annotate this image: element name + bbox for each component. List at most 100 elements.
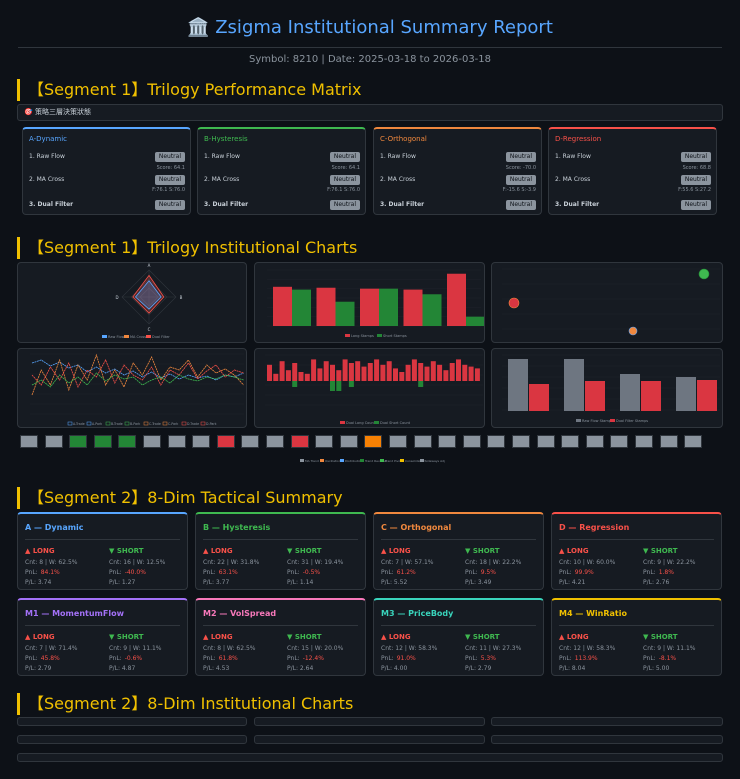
- short-bar: [466, 316, 484, 326]
- divider: [25, 625, 180, 626]
- short-pnl: PnL: 5.3%: [465, 655, 496, 662]
- divider: [381, 625, 536, 626]
- chart-placeholder: [491, 735, 723, 744]
- legend-swatch: [576, 419, 581, 422]
- section-institutional-charts: 【Segment 1】Trilogy Institutional Charts: [17, 237, 357, 259]
- long-pnl: PnL: 61.2%: [381, 569, 416, 576]
- long-pnl-value: 45.8%: [40, 655, 60, 662]
- short-pnl-value: -12.4%: [302, 655, 324, 662]
- long-label: ▲ LONG: [203, 633, 233, 641]
- long-bar: [380, 364, 386, 381]
- short-pnl-value: -0.5%: [302, 569, 321, 576]
- legend-swatch: [340, 459, 344, 462]
- chart-placeholder: [254, 735, 485, 744]
- dim-card-title: M4 — WinRatio: [559, 609, 627, 618]
- section-tactical-summary: 【Segment 2】8-Dim Tactical Summary: [17, 487, 343, 509]
- chart-placeholder: [17, 753, 723, 762]
- filter-stamps-chart: Raw Flow Stamps Dual Filter Stamps: [502, 354, 720, 423]
- raw-flow-bar: [620, 374, 640, 411]
- short-pf: P/L: 4.87: [109, 665, 136, 672]
- short-pnl-value: 5.3%: [480, 655, 496, 662]
- detail-text: F:55.6 S:27.2: [678, 187, 711, 193]
- trilogy-card: D-Regression 1. Raw Flow Neutral Score: 68.…: [548, 127, 717, 215]
- score-text: Score: 68.8: [682, 165, 711, 171]
- short-pnl: PnL: -40.0%: [109, 569, 146, 576]
- dual-filter-label: 3. Dual Filter: [29, 201, 74, 208]
- divider: [559, 625, 714, 626]
- short-pnl-value: -0.6%: [124, 655, 143, 662]
- short-count: Cnt: 9 | W: 11.1%: [109, 645, 162, 652]
- short-bar: [418, 381, 424, 387]
- heat-cell: [364, 435, 383, 448]
- legend-label: Short Stamps: [383, 334, 407, 338]
- legend-label: Dual Long Count: [346, 421, 376, 425]
- chart-placeholder: [254, 717, 485, 726]
- legend-label: Raw Flow: [108, 335, 125, 339]
- legend-swatch: [374, 421, 379, 424]
- heat-cell: [192, 435, 211, 448]
- detail-text: F:76.1 S:76.0: [152, 187, 185, 193]
- long-pnl-value: 113.9%: [574, 655, 598, 662]
- dual-filter-label: 3. Dual Filter: [555, 201, 600, 208]
- long-pnl: PnL: 45.8%: [25, 655, 60, 662]
- long-pnl-value: 61.8%: [218, 655, 238, 662]
- legend-swatch: [377, 334, 382, 337]
- legend-label: Dual Short Count: [380, 421, 411, 425]
- ma-cross-label: 2. MA Cross: [380, 176, 416, 183]
- long-label: ▲ LONG: [25, 633, 55, 641]
- dual-filter-label: 3. Dual Filter: [204, 201, 249, 208]
- legend-label: Trend Reversal: [364, 459, 387, 463]
- series-line: [31, 353, 244, 396]
- long-pf: P/L: 8.04: [559, 665, 586, 672]
- raw-flow-bar: [676, 377, 696, 411]
- status-badge: Neutral: [680, 152, 711, 162]
- dim-card: C — Orthogonal ▲ LONG ▼ SHORT Cnt: 7 | W: 5…: [373, 512, 544, 590]
- short-pnl-value: -8.1%: [658, 655, 677, 662]
- long-bar: [411, 359, 417, 381]
- status-badge: Neutral: [329, 152, 360, 162]
- dim-card: M3 — PriceBody ▲ LONG ▼ SHORT Cnt: 12 | W: …: [373, 598, 544, 676]
- short-pnl-value: -40.0%: [124, 569, 146, 576]
- long-pf: P/L: 3.77: [203, 579, 230, 586]
- dual-count-chart-panel: Dual Long Count Dual Short Count: [254, 348, 485, 428]
- short-count: Cnt: 9 | W: 22.2%: [643, 559, 696, 566]
- stamps-bar-chart-panel: Long Stamps Short Stamps: [254, 262, 485, 343]
- chart-placeholder: [17, 717, 247, 726]
- long-pnl-value: 91.0%: [396, 655, 416, 662]
- short-bar: [292, 289, 311, 326]
- dual-filter-bar: [641, 381, 661, 411]
- short-count: Cnt: 18 | W: 22.2%: [465, 559, 522, 566]
- short-bar: [348, 381, 354, 387]
- pnl-label: PnL:: [465, 569, 478, 576]
- short-bar: [379, 288, 398, 326]
- raw-flow-label: 1. Raw Flow: [555, 153, 591, 160]
- legend-label: Sideways Adj: [425, 459, 445, 463]
- long-bar: [405, 364, 411, 381]
- long-label: ▲ LONG: [559, 633, 589, 641]
- long-count: Cnt: 7 | W: 57.1%: [381, 559, 434, 566]
- long-bar: [449, 363, 455, 381]
- long-bar: [367, 363, 373, 381]
- short-pnl: PnL: -0.6%: [109, 655, 142, 662]
- long-bar: [462, 364, 468, 381]
- heat-cell: [216, 435, 235, 448]
- radar-series: [134, 280, 162, 310]
- pnl-label: PnL:: [25, 655, 38, 662]
- short-bar: [336, 381, 342, 391]
- long-bar: [393, 368, 398, 381]
- long-bar: [468, 366, 474, 381]
- ma-cross-label: 2. MA Cross: [204, 176, 240, 183]
- short-label: ▼ SHORT: [643, 547, 678, 555]
- status-badge: Neutral: [505, 175, 536, 185]
- long-pnl: PnL: 113.9%: [559, 655, 598, 662]
- long-count: Cnt: 22 | W: 31.8%: [203, 559, 260, 566]
- status-badge: Neutral: [329, 200, 360, 210]
- short-count: Cnt: 11 | W: 27.3%: [465, 645, 522, 652]
- raw-flow-label: 1. Raw Flow: [29, 153, 65, 160]
- radar-series: [132, 274, 165, 314]
- long-count: Cnt: 8 | W: 62.5%: [25, 559, 78, 566]
- legend-swatch: [105, 421, 111, 426]
- radar-axis-label: C: [148, 327, 151, 332]
- short-pnl: PnL: -12.4%: [287, 655, 324, 662]
- score-text: Score: 64.1: [331, 165, 360, 171]
